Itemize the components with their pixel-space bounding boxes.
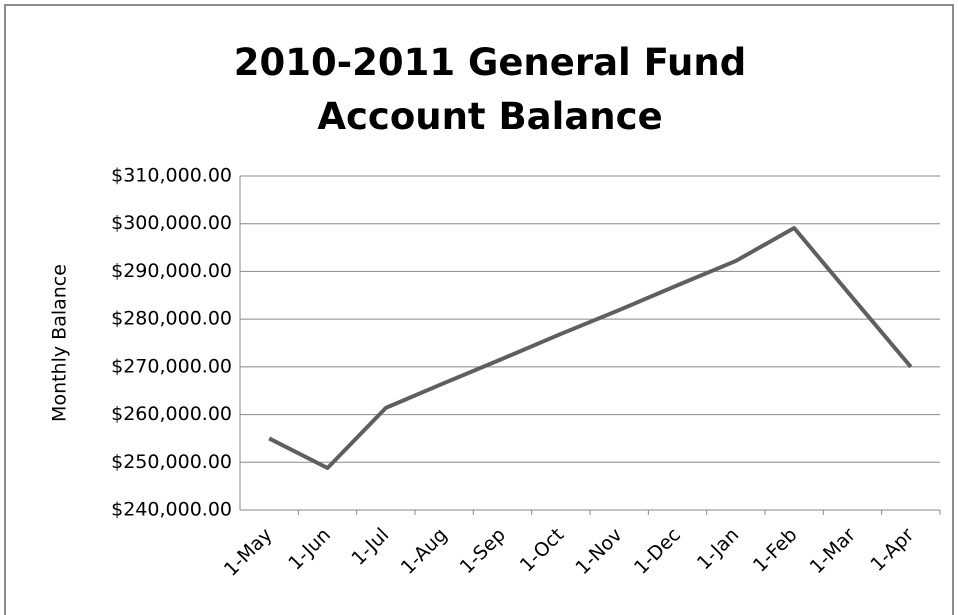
chart-frame [4, 4, 954, 615]
y-tick-label: $280,000.00 [111, 308, 232, 330]
y-tick-label: $300,000.00 [111, 212, 232, 234]
y-tick-label: $250,000.00 [111, 451, 232, 473]
y-tick-label: $260,000.00 [111, 403, 232, 425]
y-tick-label: $310,000.00 [111, 165, 232, 187]
x-tick-label: 1-Mar [806, 524, 860, 578]
x-tick-label: 1-Jul [347, 524, 393, 570]
chart-title: 2010-2011 General Fund Account Balance [233, 41, 747, 138]
x-tick-label: 1-Sep [456, 524, 510, 578]
x-tick-label: 1-Nov [571, 524, 626, 579]
y-axis-label: Monthly Balance [49, 264, 71, 422]
y-tick-label: $240,000.00 [111, 499, 232, 521]
x-tick-label: 1-Jun [284, 524, 335, 575]
data-line [268, 226, 913, 471]
x-tick-label: 1-Apr [866, 524, 918, 576]
x-tick-label: 1-Dec [630, 524, 685, 579]
x-tick-label: 1-Oct [516, 524, 569, 577]
x-tick-label: 1-Aug [397, 524, 452, 579]
y-tick-label: $290,000.00 [111, 260, 232, 282]
x-tick-label: 1-Jan [693, 524, 743, 574]
x-tick-label: 1-Feb [749, 524, 802, 577]
x-tick-label: 1-May [220, 524, 277, 581]
y-tick-label: $270,000.00 [111, 355, 232, 377]
